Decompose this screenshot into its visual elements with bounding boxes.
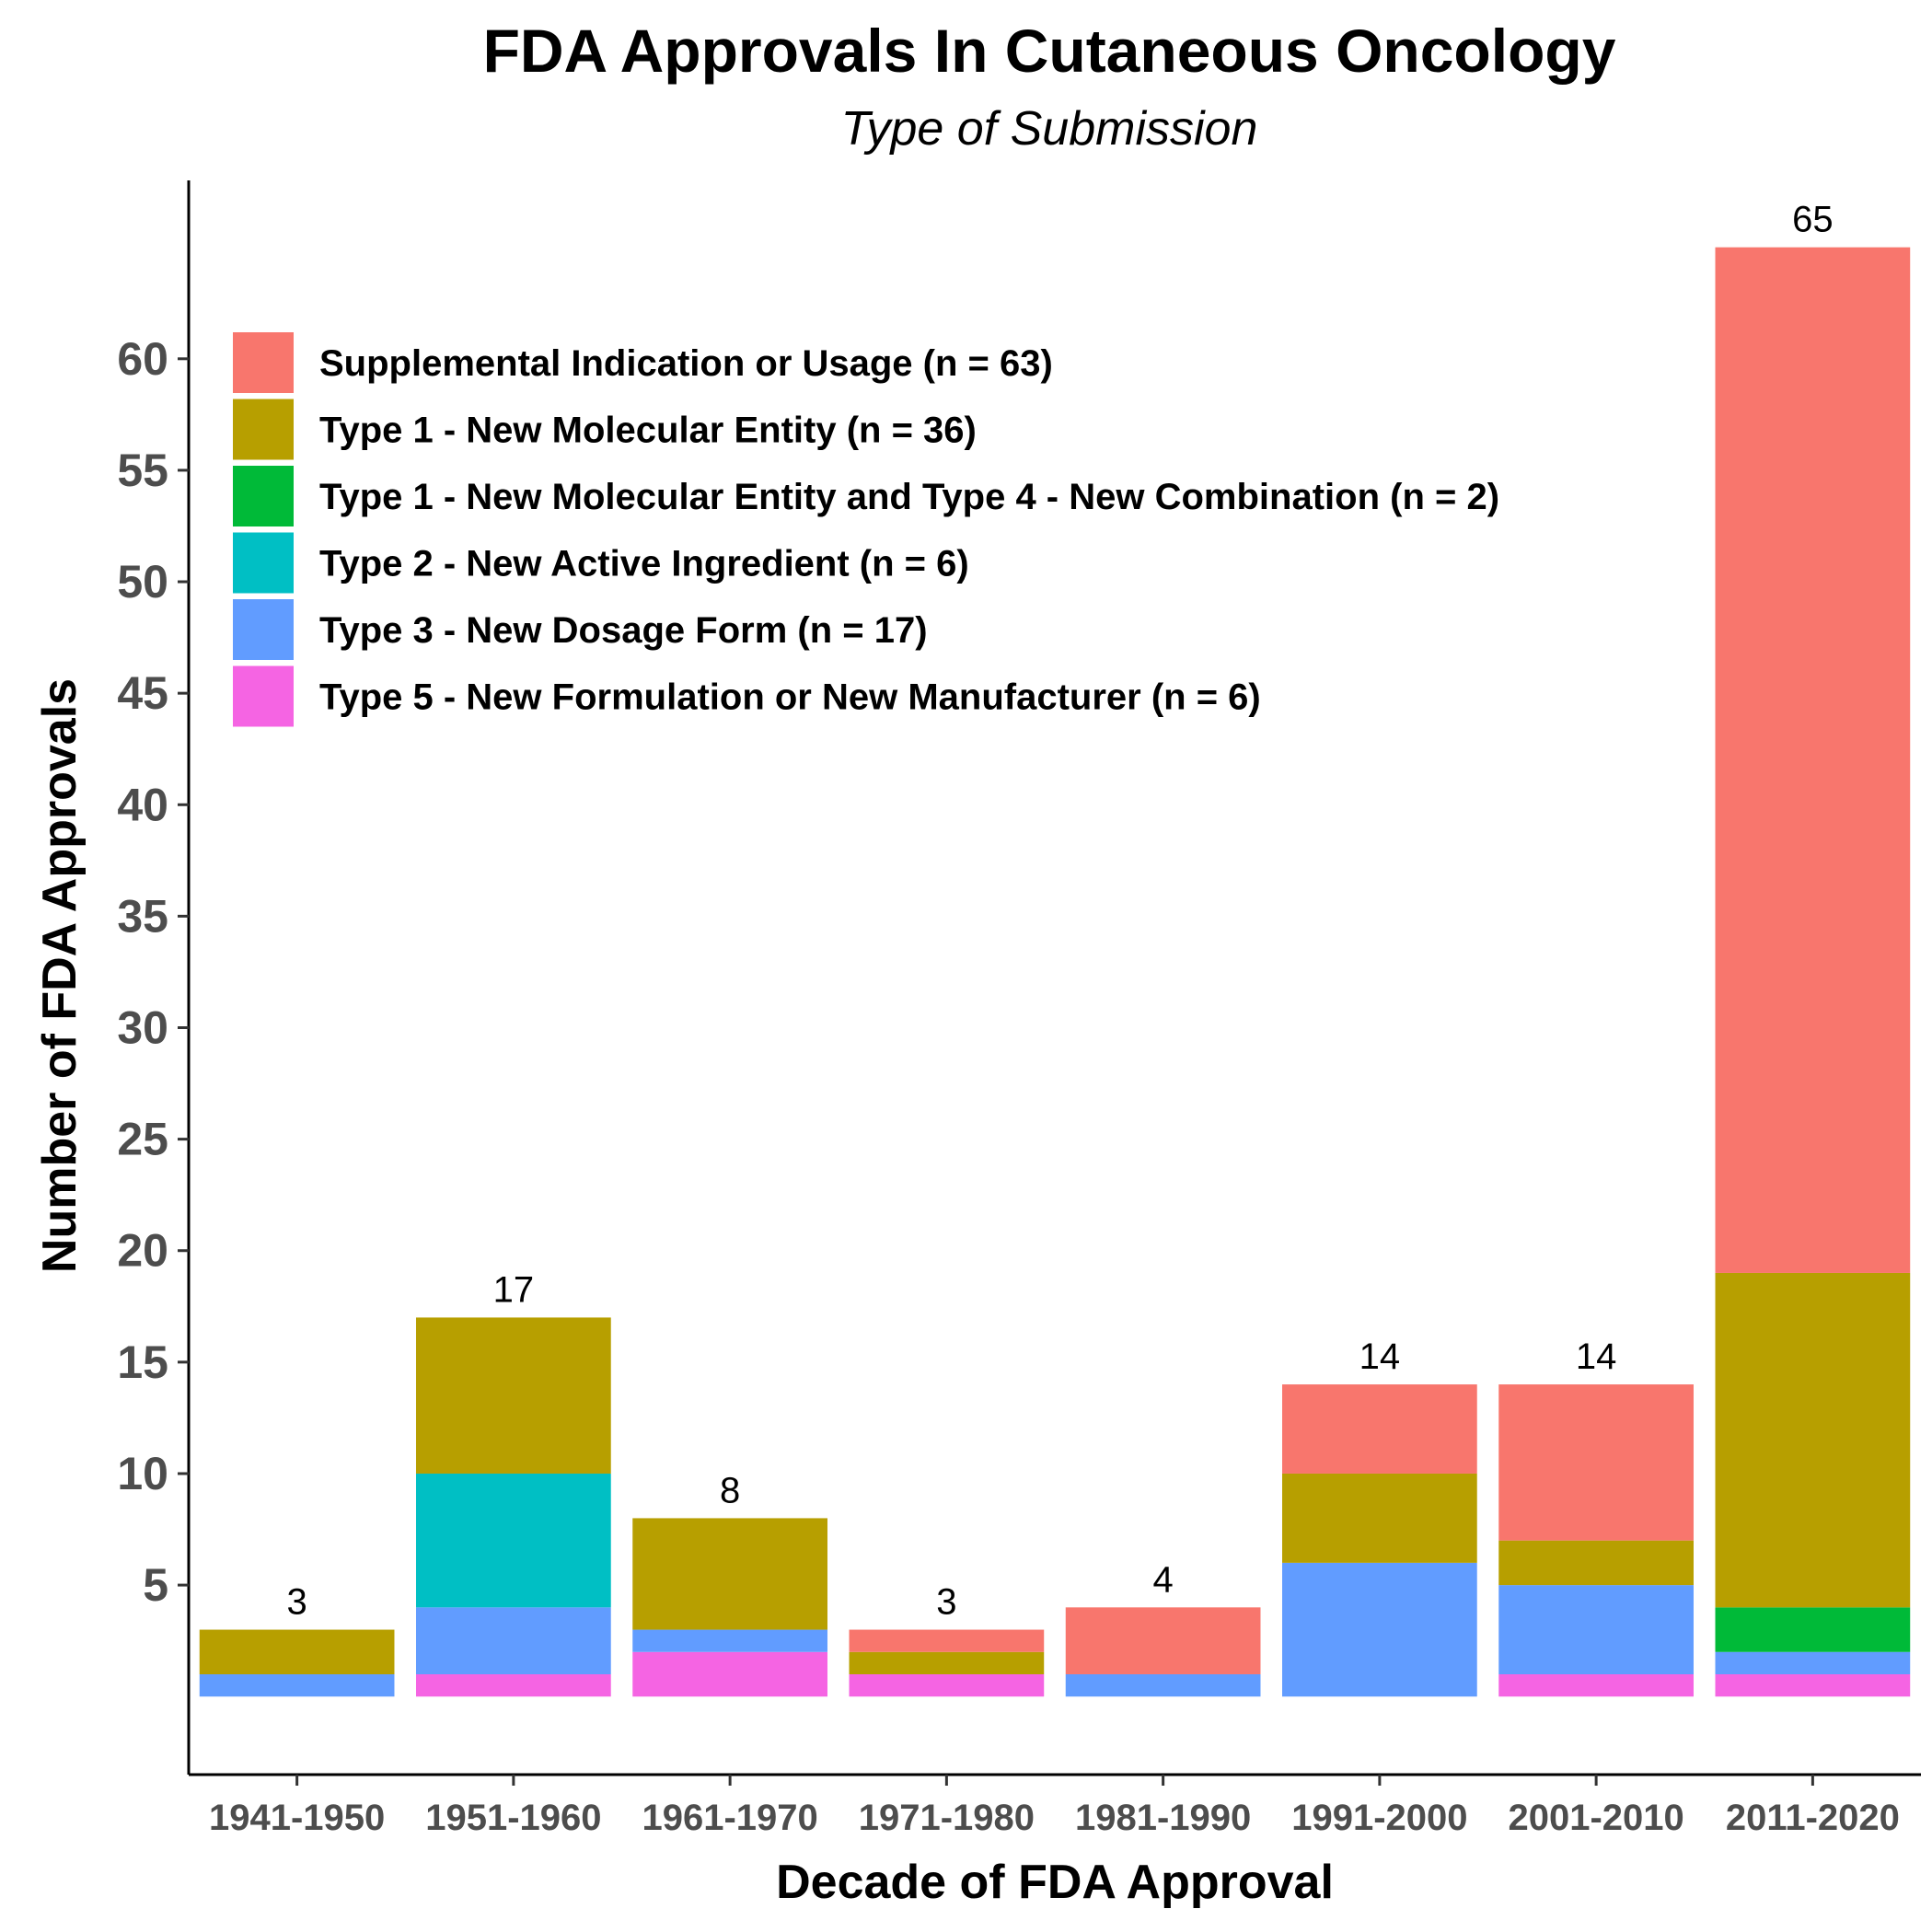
bar-total-label: 14: [1359, 1336, 1401, 1377]
bar-segment: [1715, 1651, 1911, 1674]
bar-segment: [1498, 1540, 1694, 1586]
x-tick-label: 1951-1960: [425, 1798, 601, 1838]
y-tick-label: 10: [117, 1448, 168, 1499]
bar-total-label: 8: [720, 1470, 740, 1510]
legend-key: [231, 597, 295, 662]
bar-segment: [1282, 1473, 1477, 1563]
y-tick-label: 55: [117, 445, 168, 496]
legend-label: Supplemental Indication or Usage (n = 63…: [319, 343, 1053, 384]
bar-segment: [632, 1629, 827, 1652]
bar-total-label: 4: [1153, 1559, 1174, 1600]
chart-title: FDA Approvals In Cutaneous Oncology: [483, 17, 1616, 85]
y-tick-label: 35: [117, 890, 168, 942]
x-tick-label: 2011-2020: [1726, 1798, 1900, 1838]
bar-segment: [849, 1629, 1045, 1652]
x-tick-label: 1971-1980: [859, 1798, 1035, 1838]
legend-key: [231, 530, 295, 596]
total-labels-layer: 3 17 8 3 4 14 14 65: [287, 200, 1834, 1623]
y-tick-label: 45: [117, 667, 168, 719]
y-ticks-layer: 5 10 15 20 25 30 35 40 45 50 55 60: [117, 333, 189, 1611]
x-tick-label: 1991-2000: [1291, 1798, 1467, 1838]
bar-segment: [416, 1317, 611, 1474]
bar-segment: [199, 1673, 395, 1697]
y-tick-label: 60: [117, 333, 168, 385]
x-ticks-layer: 1941-1950 1951-1960 1961-1970 1971-1980 1981…: [209, 1775, 1900, 1838]
legend: Supplemental Indication or Usage (n = 63…: [231, 330, 1499, 729]
y-tick-label: 20: [117, 1225, 168, 1277]
x-tick-label: 2001-2010: [1508, 1798, 1683, 1838]
bar-segment: [1715, 1272, 1911, 1608]
bar-segment: [1065, 1607, 1261, 1674]
bar-segment: [1498, 1585, 1694, 1674]
bar-segment: [1065, 1673, 1261, 1697]
legend-key: [231, 397, 295, 462]
bar-total-label: 3: [936, 1582, 956, 1623]
bar-segment: [416, 1607, 611, 1674]
bar-segment: [416, 1473, 611, 1608]
bar-segment: [1498, 1384, 1694, 1541]
bars-layer: [199, 247, 1911, 1697]
x-tick-label: 1981-1990: [1075, 1798, 1251, 1838]
bar-segment: [632, 1651, 827, 1697]
y-tick-label: 50: [117, 556, 168, 607]
bar-total-label: 17: [493, 1269, 535, 1310]
bar-segment: [1282, 1562, 1477, 1697]
bar-total-label: 65: [1792, 200, 1834, 240]
legend-label: Type 2 - New Active Ingredient (n = 6): [319, 544, 969, 584]
x-tick-label: 1941-1950: [209, 1798, 385, 1838]
y-tick-label: 40: [117, 779, 168, 830]
legend-label: Type 5 - New Formulation or New Manufact…: [319, 677, 1261, 718]
bar-segment: [1715, 247, 1911, 1273]
y-tick-label: 30: [117, 1002, 168, 1054]
x-axis-title: Decade of FDA Approval: [776, 1856, 1334, 1909]
legend-key: [231, 464, 295, 528]
legend-label: Type 3 - New Dosage Form (n = 17): [319, 610, 928, 651]
legend-key: [231, 664, 295, 729]
bar-total-label: 3: [287, 1582, 307, 1623]
bar-segment: [1715, 1673, 1911, 1697]
legend-label: Type 1 - New Molecular Entity and Type 4…: [319, 477, 1499, 517]
y-tick-label: 25: [117, 1114, 168, 1165]
bar-total-label: 14: [1576, 1336, 1617, 1377]
legend-key: [231, 330, 295, 395]
legend-label: Type 1 - New Molecular Entity (n = 36): [319, 411, 977, 451]
x-tick-label: 1961-1970: [642, 1798, 817, 1838]
bar-segment: [849, 1673, 1045, 1697]
bar-segment: [416, 1673, 611, 1697]
bar-segment: [632, 1518, 827, 1630]
chart-subtitle: Type of Submission: [841, 102, 1258, 156]
y-axis-title: Number of FDA Approvals: [33, 678, 87, 1273]
bar-segment: [849, 1651, 1045, 1674]
bar-segment: [1715, 1607, 1911, 1652]
bar-segment: [1498, 1673, 1694, 1697]
y-tick-label: 5: [143, 1559, 168, 1611]
y-tick-label: 15: [117, 1336, 168, 1388]
bar-segment: [199, 1629, 395, 1674]
bar-segment: [1282, 1384, 1477, 1474]
